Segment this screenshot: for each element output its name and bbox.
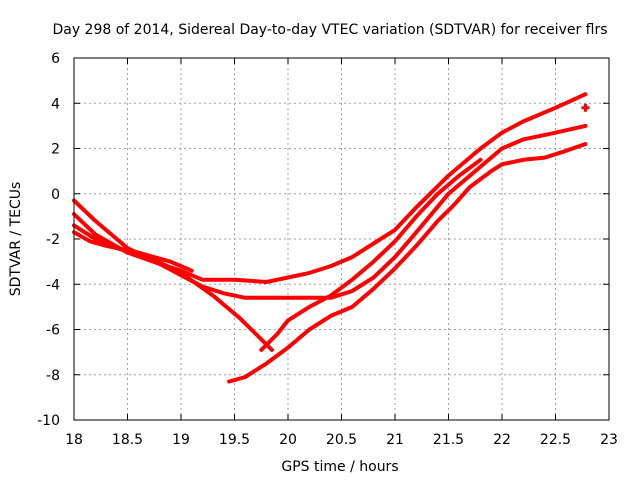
series-line-track-2	[72, 123, 588, 300]
series-line-track-5	[259, 157, 483, 352]
series-line-track-6	[72, 230, 194, 273]
chart-title: Day 298 of 2014, Sidereal Day-to-day VTE…	[52, 22, 607, 38]
series-line-track-3	[72, 223, 274, 352]
x-tick-label: 18.5	[112, 432, 143, 448]
x-tick-label: 20	[279, 432, 297, 448]
y-tick-label: -4	[46, 277, 60, 293]
series-line-track-4	[227, 142, 588, 384]
y-tick-label: -8	[46, 368, 60, 384]
x-tick-label: 18	[65, 432, 83, 448]
x-axis-label: GPS time / hours	[281, 459, 398, 475]
x-tick-label: 21	[386, 432, 404, 448]
x-tick-label: 20.5	[326, 432, 357, 448]
data-series	[72, 92, 590, 384]
y-tick-label: -6	[46, 323, 60, 339]
x-tick-label: 19	[172, 432, 190, 448]
y-tick-label: 4	[51, 96, 60, 112]
x-tick-labels: 18 18.5 19 19.5 20 20.5 21 21.5 22 22.5 23	[65, 432, 618, 448]
y-tick-label: -10	[37, 413, 60, 429]
y-tick-label: 2	[51, 142, 60, 158]
series-line-track-1	[72, 92, 588, 284]
x-tick-label: 19.5	[219, 432, 250, 448]
y-tick-label: 0	[51, 187, 60, 203]
y-tick-label: -2	[46, 232, 60, 248]
data-point-marker	[581, 103, 590, 112]
x-tick-label: 22.5	[540, 432, 571, 448]
y-tick-label: 6	[51, 51, 60, 67]
x-tick-label: 23	[600, 432, 618, 448]
x-tick-label: 21.5	[433, 432, 464, 448]
x-tick-label: 22	[493, 432, 511, 448]
y-axis-label: SDTVAR / TECUs	[8, 182, 24, 297]
plot-frame	[73, 57, 610, 421]
grid-lines	[74, 58, 609, 420]
y-tick-labels: -10 -8 -6 -4 -2 0 2 4 6	[37, 51, 60, 429]
